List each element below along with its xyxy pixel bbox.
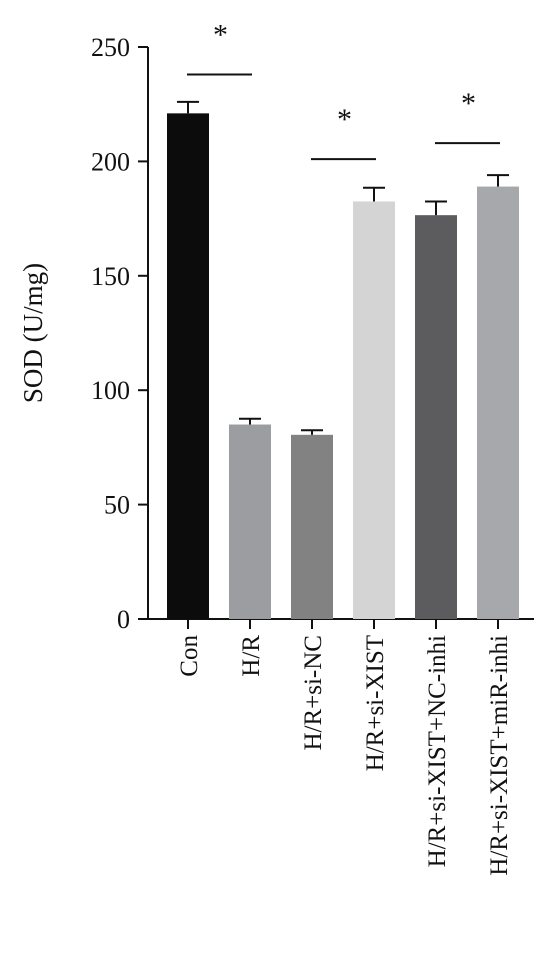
x-tick-label: Con <box>176 635 203 677</box>
axes <box>147 47 534 629</box>
bar <box>167 113 209 620</box>
bar <box>291 434 333 619</box>
y-tick-label: 200 <box>91 147 130 176</box>
y-tick-label: 250 <box>91 33 130 62</box>
bar <box>415 215 457 619</box>
bar <box>229 424 271 619</box>
y-axis-label: SOD (U/mg) <box>18 263 48 403</box>
bars <box>167 113 519 620</box>
x-tick-label: H/R+si-XIST <box>362 635 389 771</box>
y-tick-label: 150 <box>91 262 130 291</box>
bar <box>353 201 395 619</box>
significance-star: * <box>213 18 228 51</box>
x-tick-label: H/R+si-XIST+NC-inhi <box>424 635 451 867</box>
error-bars <box>177 100 509 435</box>
x-tick-label: H/R+si-XIST+miR-inhi <box>486 635 513 876</box>
significance-star: * <box>337 103 352 136</box>
significance-star: * <box>461 87 476 120</box>
y-tick-label: 50 <box>104 491 130 520</box>
x-tick-label: H/R <box>238 635 265 677</box>
significance-markers: * * * <box>187 18 500 161</box>
y-tick-label: 0 <box>117 605 130 634</box>
bar <box>477 186 519 619</box>
y-tick-label: 100 <box>91 376 130 405</box>
y-ticks: 0 50 100 150 200 250 <box>91 33 148 634</box>
x-tick-label: H/R+si-NC <box>300 635 327 751</box>
x-tick-labels: Con H/R H/R+si-NC H/R+si-XIST H/R+si-XIST+NC… <box>176 635 513 876</box>
